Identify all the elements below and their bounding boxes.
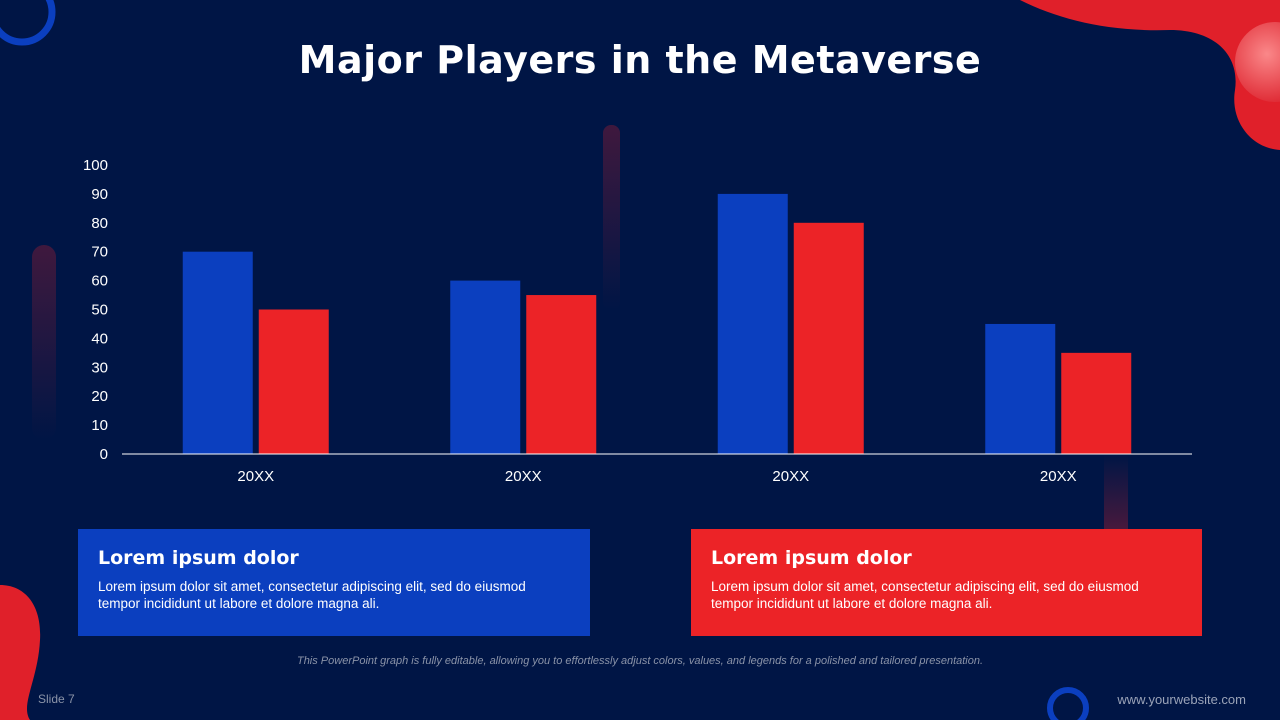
page-title: Major Players in the Metaverse [298,38,982,82]
y-tick-label: 30 [91,359,108,376]
bar-chart: 0 10 20 30 40 50 60 70 80 90 100 20XX 20XX 20XX 20XX [83,157,1192,485]
bottom-left-blob [0,585,41,720]
card-body: Lorem ipsum dolor sit amet, consectetur … [711,579,1139,611]
footnote: This PowerPoint graph is fully editable,… [296,655,984,667]
bar [182,251,253,454]
y-tick-label: 40 [91,330,108,347]
bar [985,323,1056,454]
x-tick-label: 20XX [772,468,809,485]
x-tick-label: 20XX [237,468,274,485]
bar [258,309,329,454]
info-card-red: Lorem ipsum dolor Lorem ipsum dolor sit … [691,529,1202,636]
info-card-blue: Lorem ipsum dolor Lorem ipsum dolor sit … [78,529,590,636]
bar [526,295,597,454]
y-tick-label: 90 [91,186,108,203]
y-tick-label: 70 [91,244,108,261]
card-title: Lorem ipsum dolor [711,547,912,569]
bar [717,193,788,454]
y-tick-label: 100 [83,157,108,174]
bar [450,280,521,454]
bar [793,222,864,454]
x-tick-label: 20XX [1040,468,1077,485]
slide-number: Slide 7 [38,692,75,706]
y-tick-label: 80 [91,215,108,232]
card-body: Lorem ipsum dolor sit amet, consectetur … [98,579,526,611]
y-tick-label: 20 [91,388,108,405]
bar [1061,352,1132,454]
y-tick-label: 0 [100,446,108,463]
website-link[interactable]: www.yourwebsite.com [1117,692,1246,707]
bottom-ring [1047,687,1089,720]
card-title: Lorem ipsum dolor [98,547,299,569]
y-tick-label: 50 [91,302,108,319]
y-tick-label: 10 [91,417,108,434]
y-tick-label: 60 [91,273,108,290]
x-tick-label: 20XX [505,468,542,485]
